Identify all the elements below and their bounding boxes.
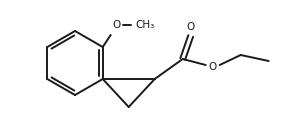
Text: O: O xyxy=(186,22,195,32)
Text: CH₃: CH₃ xyxy=(135,20,154,30)
Text: O: O xyxy=(209,62,217,72)
Text: O: O xyxy=(113,20,121,30)
